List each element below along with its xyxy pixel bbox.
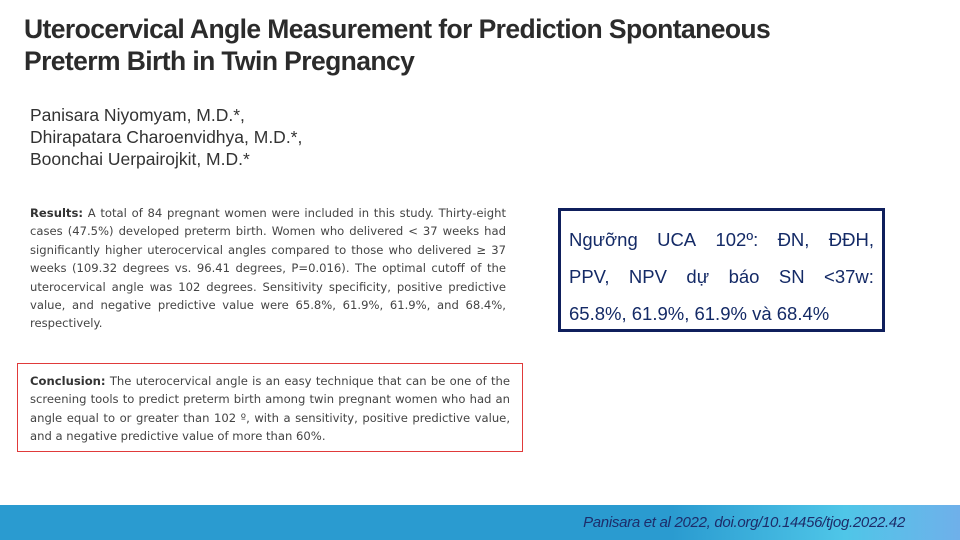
word: ĐĐH, — [828, 229, 874, 250]
summary-line: PPV, NPV dự báo SN <37w: — [569, 258, 874, 295]
word: PPV, — [569, 266, 610, 287]
summary-line: Ngưỡng UCA 102º: ĐN, ĐĐH, — [569, 221, 874, 258]
word: UCA — [657, 229, 697, 250]
results-text: A total of 84 pregnant women were includ… — [30, 206, 506, 331]
summary-box: Ngưỡng UCA 102º: ĐN, ĐĐH, PPV, NPV dự bá… — [558, 208, 885, 332]
conclusion-text: The uterocervical angle is an easy techn… — [30, 374, 510, 444]
conclusion-paragraph: Conclusion: The uterocervical angle is a… — [30, 372, 510, 446]
author: Panisara Niyomyam, M.D.*, — [30, 105, 245, 125]
results-paragraph: Results: A total of 84 pregnant women we… — [30, 204, 506, 333]
word: ĐN, — [777, 229, 810, 250]
summary-line: 65.8%, 61.9%, 61.9% và 68.4% — [569, 295, 874, 332]
word: 102º: — [715, 229, 759, 250]
word: <37w: — [824, 266, 874, 287]
slide-title: Uterocervical Angle Measurement for Pred… — [24, 14, 771, 76]
word: NPV — [628, 266, 667, 287]
results-label: Results: — [30, 206, 83, 220]
conclusion-box: Conclusion: The uterocervical angle is a… — [17, 363, 523, 452]
author-list: Panisara Niyomyam, M.D.*, Dhirapatara Ch… — [30, 104, 302, 170]
word: 65.8%, 61.9%, 61.9% và 68.4% — [569, 303, 830, 324]
word: Ngưỡng — [569, 229, 638, 250]
citation: Panisara et al 2022, doi.org/10.14456/tj… — [583, 514, 905, 531]
author: Dhirapatara Charoenvidhya, M.D.*, — [30, 127, 303, 147]
conclusion-label: Conclusion: — [30, 374, 106, 388]
footer-bar: Panisara et al 2022, doi.org/10.14456/tj… — [0, 505, 960, 540]
word: dự — [686, 266, 710, 287]
word: báo — [728, 266, 760, 287]
word: SN — [778, 266, 805, 287]
author: Boonchai Uerpairojkit, M.D.* — [30, 149, 250, 169]
